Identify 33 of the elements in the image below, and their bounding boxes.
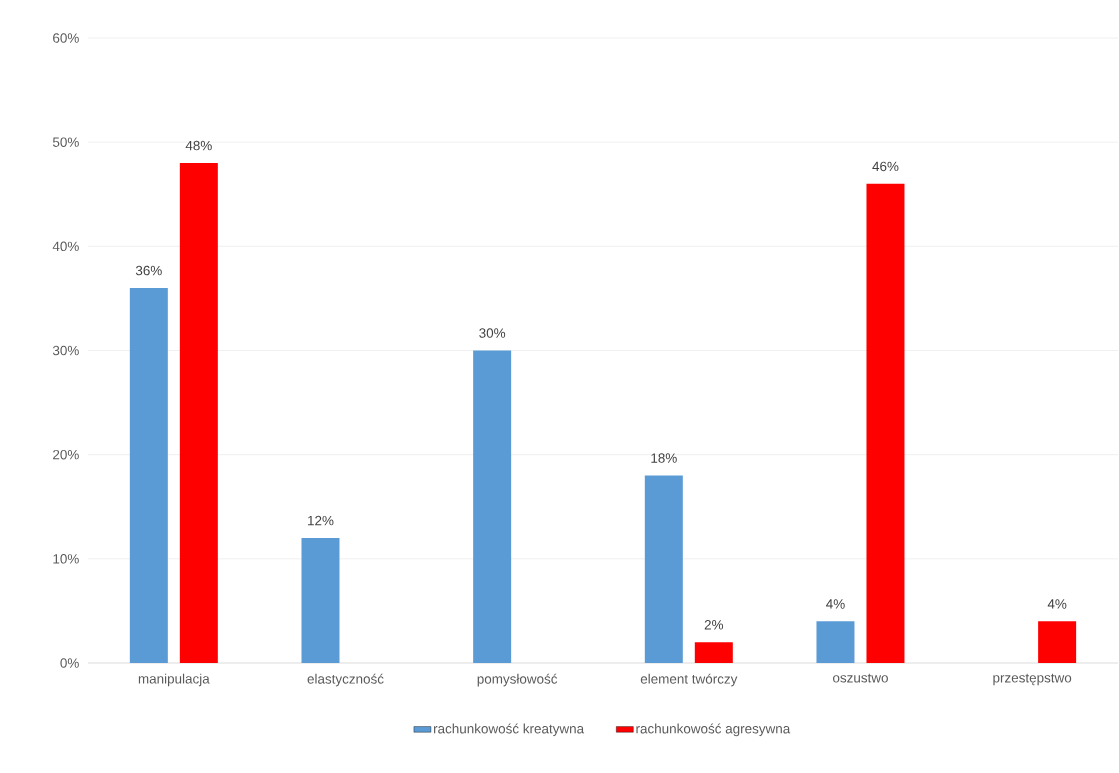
bar: [301, 538, 340, 663]
x-tick-label: elastyczność: [307, 673, 384, 687]
y-tick-label: 30%: [52, 345, 79, 356]
y-tick-label: 40%: [52, 241, 79, 252]
bar: [644, 475, 683, 663]
data-label: 18%: [651, 453, 677, 463]
bar: [473, 350, 512, 663]
y-tick-label: 0%: [60, 658, 79, 668]
data-label: 30%: [479, 328, 506, 338]
x-tick-label: przestępstwo: [993, 673, 1072, 686]
legend-label: rachunkowość agresywna: [636, 723, 791, 737]
bar: [816, 621, 855, 663]
y-tick-label: 10%: [53, 554, 79, 564]
data-label: 46%: [872, 161, 899, 172]
y-tick-label: 20%: [53, 449, 79, 460]
x-tick-label: pomysłowość: [477, 673, 558, 687]
bar: [1038, 621, 1077, 663]
x-tick-label: manipulacja: [138, 673, 210, 687]
x-tick-label: oszustwo: [833, 673, 888, 683]
data-label: 12%: [308, 515, 334, 526]
bar: [129, 288, 168, 663]
bar: [866, 183, 905, 663]
bar: [694, 642, 733, 663]
y-tick-label: 60%: [53, 33, 79, 43]
data-label: 4%: [1047, 599, 1067, 609]
bar: [179, 163, 218, 663]
data-label: 36%: [135, 265, 162, 276]
y-tick-label: 50%: [52, 137, 79, 147]
legend-label: rachunkowość kreatywna: [434, 723, 585, 737]
data-label: 4%: [826, 599, 845, 609]
data-label: 48%: [185, 140, 212, 151]
x-tick-label: element twórczy: [640, 673, 738, 687]
data-label: 2%: [704, 620, 724, 630]
